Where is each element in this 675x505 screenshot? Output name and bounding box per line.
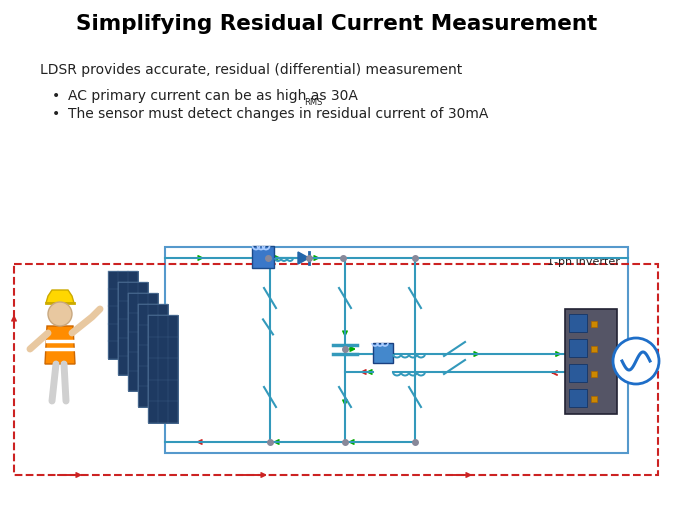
Bar <box>569 389 587 407</box>
Bar <box>591 371 597 377</box>
Bar <box>373 343 393 363</box>
Bar <box>165 247 628 453</box>
Bar <box>138 305 168 407</box>
Bar <box>148 316 178 423</box>
Bar <box>591 321 597 327</box>
Circle shape <box>613 338 659 384</box>
Polygon shape <box>298 252 309 265</box>
Text: AC primary current can be as high as 30A: AC primary current can be as high as 30A <box>68 89 358 103</box>
Bar <box>14 265 658 475</box>
Bar <box>108 272 138 359</box>
Bar <box>569 364 587 382</box>
Bar <box>569 315 587 332</box>
Bar <box>569 339 587 358</box>
Text: •: • <box>52 107 60 121</box>
Bar <box>128 293 158 391</box>
Bar <box>108 272 138 359</box>
Bar <box>128 293 158 391</box>
Text: •: • <box>52 89 60 103</box>
Text: LDSR provides accurate, residual (differential) measurement: LDSR provides accurate, residual (differ… <box>40 63 462 77</box>
Bar <box>148 316 178 423</box>
Bar <box>591 346 597 352</box>
Bar <box>565 310 617 414</box>
Text: The sensor must detect changes in residual current of 30mA: The sensor must detect changes in residu… <box>68 107 489 121</box>
Text: 1-ph inverter: 1-ph inverter <box>547 257 620 267</box>
Text: RMS: RMS <box>304 97 323 106</box>
Circle shape <box>48 302 72 326</box>
Bar <box>591 396 597 402</box>
Bar <box>118 282 148 375</box>
Polygon shape <box>45 326 75 364</box>
Bar <box>118 282 148 375</box>
Text: Simplifying Residual Current Measurement: Simplifying Residual Current Measurement <box>76 14 597 34</box>
Bar <box>138 305 168 407</box>
Bar <box>252 246 274 269</box>
Polygon shape <box>46 290 74 304</box>
